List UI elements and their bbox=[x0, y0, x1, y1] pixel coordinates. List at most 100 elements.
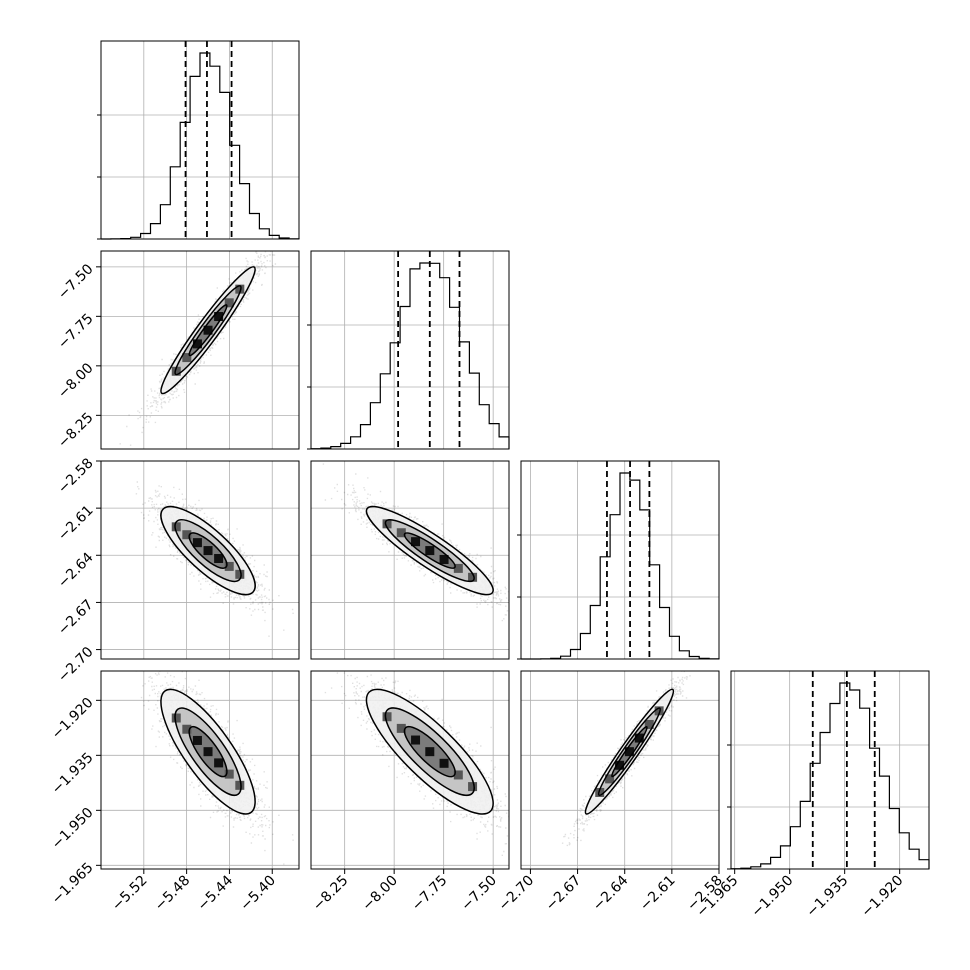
density-cell bbox=[235, 284, 245, 294]
scatter-panel-2-0 bbox=[100, 460, 300, 660]
density-cell bbox=[182, 530, 192, 540]
contour-1 bbox=[384, 519, 475, 583]
density-cell bbox=[203, 747, 213, 757]
contour-0 bbox=[403, 532, 456, 569]
contour-0 bbox=[403, 725, 456, 778]
x-tick-label: −5.52 bbox=[109, 873, 151, 915]
hist-panel-2 bbox=[517, 460, 720, 660]
contour-1 bbox=[384, 707, 475, 797]
y-tick-label: −1.965 bbox=[49, 860, 97, 908]
panel-content bbox=[101, 251, 299, 449]
panel-content bbox=[101, 671, 299, 869]
y-tick-label: −1.950 bbox=[49, 805, 97, 853]
x-tick-label: −7.50 bbox=[458, 873, 500, 915]
histogram-2 bbox=[521, 472, 720, 660]
density-cell bbox=[224, 769, 234, 779]
density-cell bbox=[605, 774, 615, 784]
hist-panel-0 bbox=[97, 40, 300, 240]
density-cell bbox=[595, 787, 605, 797]
density-cell bbox=[382, 519, 392, 529]
axes-frame bbox=[100, 250, 300, 450]
contour-1 bbox=[174, 285, 242, 376]
x-tick-label: −1.950 bbox=[749, 873, 797, 921]
density-cell bbox=[634, 733, 644, 743]
x-tick-label: −1.920 bbox=[859, 873, 907, 921]
density-cell bbox=[411, 735, 421, 745]
y-tick-label: −2.70 bbox=[55, 644, 97, 686]
hist-panel-3 bbox=[727, 670, 930, 870]
x-tick-label: −2.70 bbox=[496, 873, 538, 915]
axes-frame bbox=[310, 460, 510, 660]
axes-frame bbox=[310, 670, 510, 870]
y-tick-label: −1.935 bbox=[49, 750, 97, 798]
x-tick-label: −8.00 bbox=[359, 873, 401, 915]
density-cell bbox=[203, 546, 213, 556]
density-cell bbox=[235, 780, 245, 790]
axes-frame bbox=[520, 670, 720, 870]
axes-frame bbox=[100, 670, 300, 870]
axes-frame bbox=[520, 460, 720, 660]
density-cell bbox=[192, 735, 202, 745]
y-tick-label: −7.50 bbox=[55, 261, 97, 303]
axes-frame bbox=[310, 250, 510, 450]
density-cell bbox=[439, 758, 449, 768]
density-cell bbox=[171, 366, 181, 376]
contour-2 bbox=[160, 505, 256, 596]
panel-content bbox=[311, 671, 509, 869]
density-cell bbox=[453, 770, 463, 780]
y-tick-label: −2.58 bbox=[55, 455, 97, 497]
scatter-panel-3-1 bbox=[310, 670, 510, 870]
density-cell bbox=[468, 782, 478, 792]
density-cell bbox=[425, 546, 435, 556]
panel-content bbox=[101, 461, 299, 659]
density-cell bbox=[214, 312, 224, 322]
density-cell bbox=[382, 712, 392, 722]
y-tick-label: −2.67 bbox=[55, 597, 97, 639]
density-cell bbox=[615, 760, 625, 770]
x-tick-label: −7.75 bbox=[409, 873, 451, 915]
density-cell bbox=[396, 723, 406, 733]
y-tick-label: −2.64 bbox=[55, 550, 97, 592]
panel-content bbox=[311, 461, 509, 659]
axes-frame bbox=[100, 40, 300, 240]
axes-frame bbox=[100, 460, 300, 660]
density-cell bbox=[214, 758, 224, 768]
contour-0 bbox=[611, 725, 648, 778]
contour-2 bbox=[160, 266, 256, 395]
x-tick-label: −5.44 bbox=[195, 872, 237, 914]
contour-0 bbox=[188, 725, 228, 778]
y-tick-label: −2.61 bbox=[55, 502, 97, 544]
density-cell bbox=[192, 538, 202, 548]
contour-2 bbox=[365, 688, 494, 815]
x-tick-label: −8.25 bbox=[310, 873, 352, 915]
contour-2 bbox=[160, 688, 256, 815]
density-cell bbox=[425, 747, 435, 757]
density-cell bbox=[171, 713, 181, 723]
scatter-panel-2-1 bbox=[310, 460, 510, 660]
contour-0 bbox=[188, 304, 228, 357]
contour-1 bbox=[174, 519, 242, 583]
y-tick-label: −7.75 bbox=[55, 311, 97, 353]
density-cell bbox=[654, 706, 664, 716]
contour-2 bbox=[584, 688, 675, 815]
density-cell bbox=[396, 528, 406, 538]
y-tick-label: −8.00 bbox=[55, 360, 97, 402]
x-tick-label: −5.48 bbox=[152, 873, 194, 915]
density-cell bbox=[644, 719, 654, 729]
y-tick-label: −1.920 bbox=[49, 695, 97, 743]
density-cell bbox=[182, 353, 192, 363]
density-cell bbox=[224, 561, 234, 571]
x-tick-label: −2.64 bbox=[590, 872, 632, 914]
x-tick-label: −1.935 bbox=[804, 873, 852, 921]
histogram-0 bbox=[101, 52, 300, 240]
density-cell bbox=[468, 572, 478, 582]
hist-panel-1 bbox=[307, 250, 510, 450]
contour-1 bbox=[174, 707, 242, 797]
contour-0 bbox=[188, 532, 228, 569]
axes-frame bbox=[730, 670, 930, 870]
density-cell bbox=[203, 325, 213, 335]
contour-1 bbox=[597, 707, 661, 797]
x-tick-label: −5.40 bbox=[237, 873, 279, 915]
scatter-panel-3-0 bbox=[100, 670, 300, 870]
